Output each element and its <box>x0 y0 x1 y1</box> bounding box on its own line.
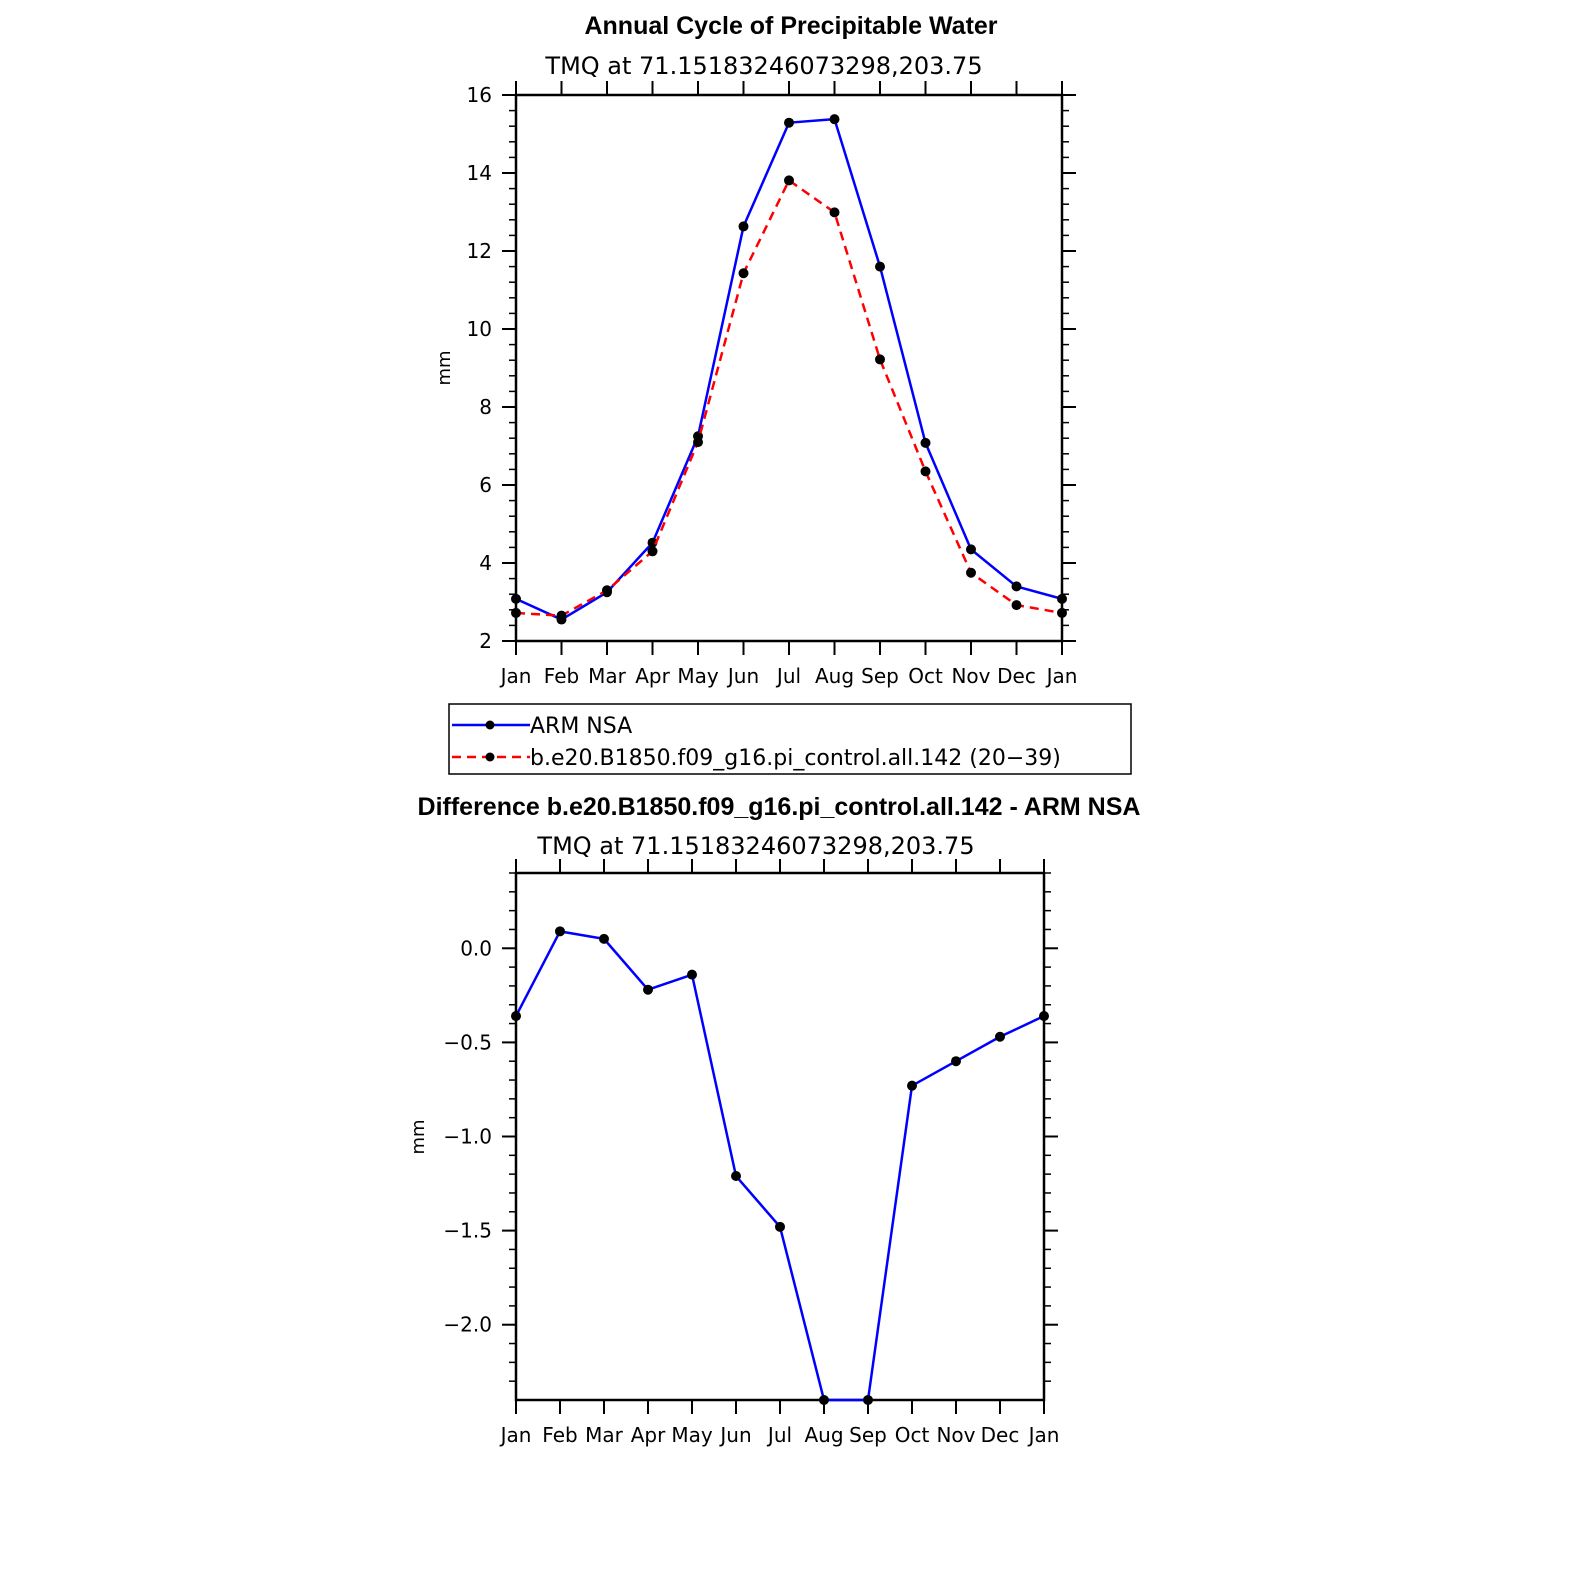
x-tick-label: Apr <box>631 1423 666 1447</box>
series-0-point <box>819 1395 829 1405</box>
legend-label-model: b.e20.B1850.f09_g16.pi_control.all.142 (… <box>530 746 1061 771</box>
y-tick-label: −0.5 <box>443 1030 492 1054</box>
y-tick-label: −1.5 <box>443 1219 492 1243</box>
legend-marker-arm <box>485 720 495 730</box>
chart1-title: Annual Cycle of Precipitable Water <box>584 12 997 40</box>
x-tick-label: Dec <box>981 1423 1020 1447</box>
y-tick-label: 8 <box>479 395 492 419</box>
chart2-plot: Jan Feb Mar Apr May Jun Jul Aug Sep Oct Nov Dec Jan 0… <box>443 859 1059 1447</box>
series-1-point <box>602 585 612 596</box>
series-0-point <box>966 544 976 555</box>
x-tick-label: Feb <box>542 1423 577 1447</box>
y-tick-label: 2 <box>479 629 492 653</box>
y-tick-label: 16 <box>467 83 492 107</box>
series-1-point <box>693 437 703 448</box>
x-tick-label: Dec <box>997 664 1036 688</box>
series-line-0 <box>514 930 1045 1402</box>
series-0-point <box>511 1011 521 1022</box>
x-tick-label: Apr <box>635 664 670 688</box>
chart1-legend: ARM NSA b.e20.B1850.f09_g16.pi_control.a… <box>448 703 1132 775</box>
chart1-ylabel: mm <box>434 350 455 385</box>
y-tick-label: 14 <box>467 161 492 185</box>
series-1-point <box>556 610 567 621</box>
x-tick-label: Oct <box>908 664 943 688</box>
series-1-point <box>829 207 840 218</box>
y-tick-label: 4 <box>479 551 492 575</box>
x-tick-label: Sep <box>849 1423 887 1447</box>
series-0-point <box>643 984 653 995</box>
x-tick-label: Jan <box>499 1423 532 1447</box>
series-0-point <box>784 117 794 128</box>
series-1-point <box>1057 607 1067 618</box>
chart2-subtitle: TMQ at 71.15183246073298,203.75 <box>536 832 974 860</box>
plot-frame <box>514 871 1046 1402</box>
y-tick-label: 6 <box>479 473 492 497</box>
series-0-point <box>555 926 565 937</box>
series-0-point <box>687 969 697 980</box>
series-0-point <box>511 593 521 604</box>
x-tick-label: Jul <box>775 664 801 688</box>
x-tick-label: Feb <box>544 664 579 688</box>
series-0-point <box>829 114 840 125</box>
x-tick-label: Jan <box>499 664 532 688</box>
x-tick-label: May <box>677 664 719 688</box>
series-0-point <box>775 1221 785 1232</box>
y-tick-label: 12 <box>467 239 492 263</box>
x-tick-label: Nov <box>936 1423 975 1447</box>
x-tick-label: Jun <box>726 664 759 688</box>
series-1-point <box>966 567 976 578</box>
series-0-point <box>1039 1011 1049 1022</box>
x-tick-label: Jan <box>1027 1423 1060 1447</box>
legend-label-arm: ARM NSA <box>530 714 632 739</box>
chart1-plot: Jan Feb Mar Apr May Jun Jul Aug Sep Oct Nov Dec Jan 2… <box>467 81 1078 688</box>
series-0-point <box>647 537 658 548</box>
series-1-point <box>511 607 521 618</box>
x-tick-label: Sep <box>861 664 899 688</box>
series-1-point <box>920 466 931 477</box>
y-tick-label: −1.0 <box>443 1125 492 1149</box>
y-tick-label: −2.0 <box>443 1313 492 1337</box>
series-0-point <box>1011 581 1022 592</box>
y-tick-label: 10 <box>467 317 492 341</box>
series-0-point <box>951 1056 961 1067</box>
x-tick-label: May <box>671 1423 713 1447</box>
series-1-point <box>784 175 794 186</box>
series-1-point <box>875 354 885 365</box>
x-tick-label: Aug <box>804 1423 843 1447</box>
series-1-point <box>647 546 658 557</box>
series-0-point <box>1057 593 1067 604</box>
legend-box <box>448 703 1132 775</box>
series-0-point <box>875 261 885 272</box>
chart2-ylabel: mm <box>408 1119 429 1154</box>
series-0-point <box>907 1080 917 1091</box>
x-tick-label: Mar <box>585 1423 624 1447</box>
series-0-point <box>920 437 931 448</box>
series-line-0 <box>515 117 1063 621</box>
series-1-point <box>738 268 749 279</box>
series-0-point <box>863 1395 873 1405</box>
x-tick-label: Aug <box>815 664 854 688</box>
series-line-1 <box>515 179 1063 617</box>
series-1-point <box>1011 600 1022 611</box>
legend-marker-model <box>485 752 495 762</box>
series-0-point <box>731 1171 741 1182</box>
x-tick-label: Jan <box>1045 664 1078 688</box>
x-tick-label: Jun <box>718 1423 751 1447</box>
x-tick-label: Oct <box>895 1423 930 1447</box>
y-tick-label: 0.0 <box>460 936 492 960</box>
series-0-point <box>995 1031 1005 1042</box>
x-tick-label: Nov <box>951 664 990 688</box>
x-tick-label: Mar <box>588 664 627 688</box>
x-tick-label: Jul <box>766 1423 792 1447</box>
chart1-subtitle: TMQ at 71.15183246073298,203.75 <box>544 52 982 80</box>
chart2-title: Difference b.e20.B1850.f09_g16.pi_contro… <box>418 793 1141 821</box>
series-0-point <box>599 933 609 944</box>
series-0-point <box>738 221 749 232</box>
